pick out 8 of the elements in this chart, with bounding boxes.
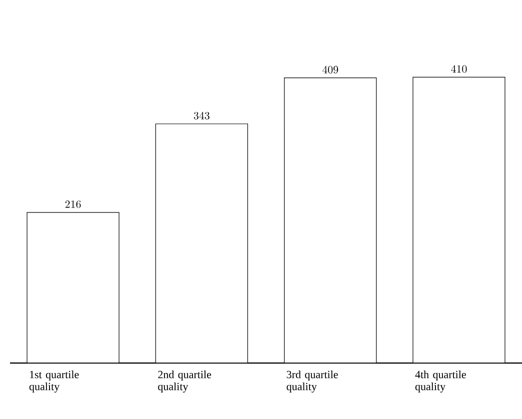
- x-tick-label: 1st quartile quality: [29, 370, 79, 393]
- data-label: 410: [451, 65, 467, 73]
- x-tick-label: 3rd quartile quality: [286, 370, 338, 393]
- x-tick-label: 2nd quartile quality: [158, 370, 212, 393]
- data-label: 216: [65, 200, 81, 208]
- data-label: 409: [322, 66, 338, 74]
- x-tick-label: 4th quartile quality: [415, 370, 466, 393]
- data-label: 343: [194, 112, 210, 120]
